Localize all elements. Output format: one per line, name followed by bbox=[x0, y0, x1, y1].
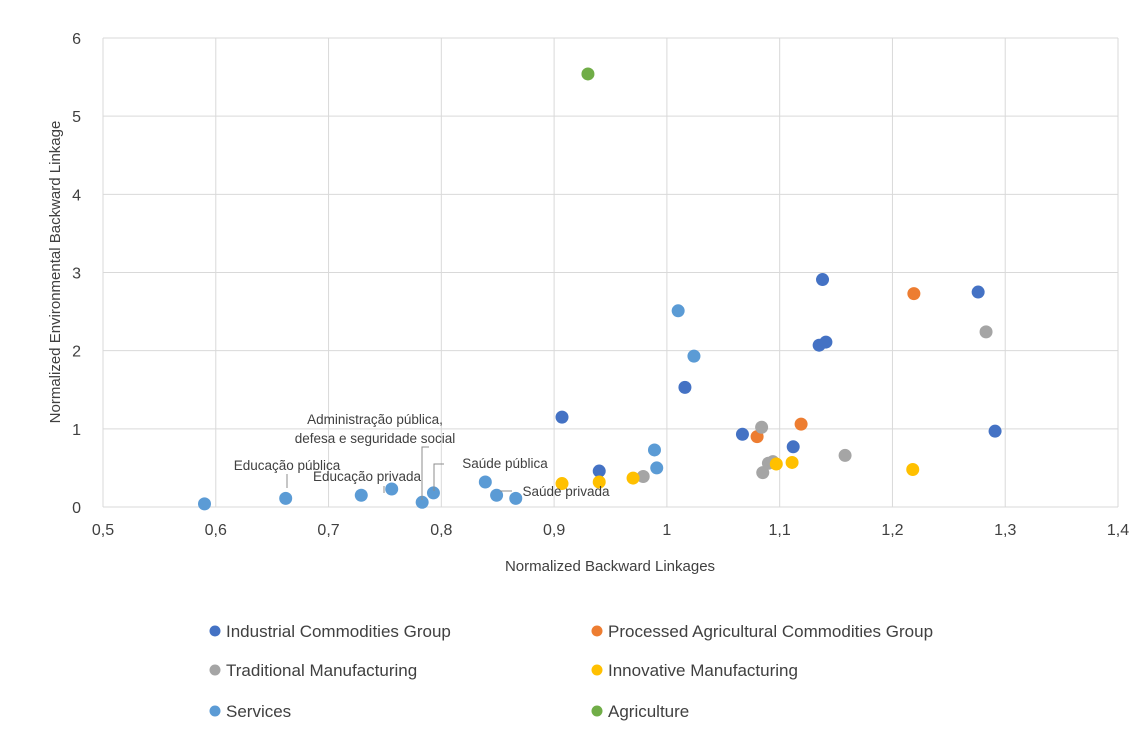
y-tick-label: 3 bbox=[72, 266, 81, 283]
legend-label: Services bbox=[226, 702, 291, 721]
series-group bbox=[555, 455, 920, 491]
data-point bbox=[592, 475, 606, 489]
data-point bbox=[755, 420, 769, 434]
legend-label: Processed Agricultural Commodities Group bbox=[608, 622, 933, 641]
data-point bbox=[988, 424, 1002, 438]
y-tick-label: 2 bbox=[72, 344, 81, 361]
data-point bbox=[478, 475, 492, 489]
y-tick-label: 0 bbox=[72, 500, 81, 517]
data-point bbox=[907, 287, 921, 301]
y-tick-label: 5 bbox=[72, 109, 81, 126]
data-point bbox=[650, 461, 664, 475]
data-point bbox=[354, 488, 368, 502]
y-tick-label: 6 bbox=[72, 31, 81, 48]
legend: Industrial Commodities Group Processed Ag… bbox=[209, 622, 933, 721]
data-point bbox=[785, 455, 799, 469]
y-tick-label: 4 bbox=[72, 187, 81, 204]
x-tick-label: 0,9 bbox=[543, 522, 565, 539]
data-point bbox=[581, 67, 595, 81]
data-point bbox=[555, 410, 569, 424]
legend-marker bbox=[209, 625, 221, 637]
annotation-leader-line bbox=[421, 446, 429, 500]
legend-label: Traditional Manufacturing bbox=[226, 661, 417, 680]
y-axis-label: Normalized Environmental Backward Linkag… bbox=[47, 121, 64, 424]
annotation-leader-line bbox=[433, 463, 444, 491]
data-point bbox=[816, 273, 830, 287]
data-point bbox=[971, 285, 985, 299]
x-tick-label: 0,6 bbox=[205, 522, 227, 539]
data-point bbox=[415, 495, 429, 509]
data-point bbox=[385, 482, 399, 496]
data-point bbox=[671, 304, 685, 318]
tick-labels: 0,5 0,6 0,7 0,8 0,9 1 1,1 1,2 1,3 1,4 0 1 2 3 4 5 6 bbox=[72, 31, 1129, 539]
annotation-label: Educação pública bbox=[234, 458, 341, 473]
series-group bbox=[198, 304, 701, 511]
legend-label: Agriculture bbox=[608, 702, 689, 721]
legend-label: Innovative Manufacturing bbox=[608, 661, 798, 680]
series-group bbox=[750, 287, 921, 444]
data-point bbox=[769, 457, 783, 471]
annotation-label: Educação privada bbox=[313, 469, 422, 484]
data-point bbox=[678, 380, 692, 394]
y-tick-label: 1 bbox=[72, 422, 81, 439]
gridlines bbox=[102, 37, 1119, 508]
data-point bbox=[426, 486, 440, 500]
annotation-label: defesa e seguridade social bbox=[295, 431, 456, 446]
data-point bbox=[979, 325, 993, 339]
data-point bbox=[735, 427, 749, 441]
data-point bbox=[509, 491, 523, 505]
data-point bbox=[819, 335, 833, 349]
data-point bbox=[647, 443, 661, 457]
x-axis-label: Normalized Backward Linkages bbox=[505, 558, 715, 575]
annotation-label: Saúde pública bbox=[462, 456, 548, 471]
annotation-label: Saúde privada bbox=[522, 484, 610, 499]
x-tick-label: 1,3 bbox=[994, 522, 1016, 539]
data-point bbox=[906, 462, 920, 476]
data-point bbox=[555, 477, 569, 491]
data-point bbox=[756, 466, 770, 480]
data-point bbox=[636, 470, 650, 484]
x-tick-label: 0,5 bbox=[92, 522, 114, 539]
data-point bbox=[838, 448, 852, 462]
data-points bbox=[198, 67, 1002, 511]
data-point bbox=[626, 471, 640, 485]
data-point bbox=[279, 491, 293, 505]
data-point bbox=[687, 349, 701, 363]
series-group bbox=[555, 273, 1002, 478]
data-point bbox=[794, 417, 808, 431]
x-tick-label: 1,2 bbox=[881, 522, 903, 539]
legend-marker bbox=[591, 705, 603, 717]
data-point bbox=[786, 440, 800, 454]
x-tick-label: 1,1 bbox=[769, 522, 791, 539]
annotation-label: Administração pública, bbox=[307, 412, 443, 427]
data-point bbox=[198, 497, 211, 511]
legend-marker bbox=[209, 705, 221, 717]
legend-marker bbox=[591, 664, 603, 676]
legend-label: Industrial Commodities Group bbox=[226, 622, 451, 641]
data-point bbox=[592, 464, 606, 478]
data-point bbox=[490, 488, 504, 502]
legend-marker bbox=[591, 625, 603, 637]
series-group bbox=[581, 67, 595, 81]
x-tick-label: 1 bbox=[662, 522, 671, 539]
x-tick-label: 0,8 bbox=[430, 522, 452, 539]
x-tick-label: 0,7 bbox=[317, 522, 339, 539]
legend-marker bbox=[209, 664, 221, 676]
x-tick-label: 1,4 bbox=[1107, 522, 1129, 539]
